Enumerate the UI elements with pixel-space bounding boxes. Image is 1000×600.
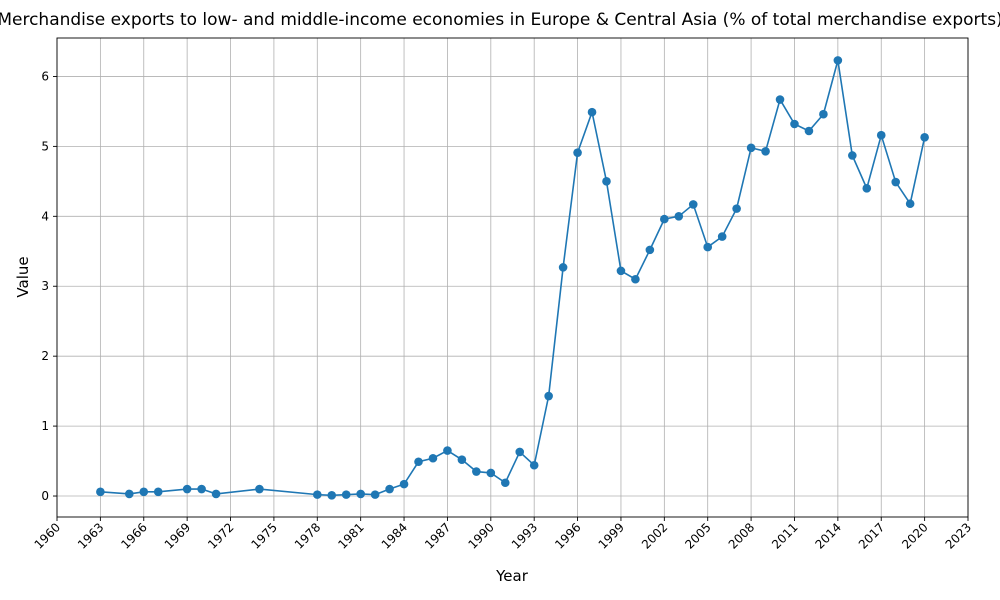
- y-axis-title: Value: [14, 256, 32, 297]
- x-tick-label: 1972: [205, 520, 236, 551]
- data-point: [876, 130, 886, 140]
- data-point: [385, 484, 394, 494]
- y-tick-label: 5: [41, 139, 49, 153]
- grid: [56, 38, 969, 517]
- x-axis-ticks: 1960 1963 1966 1969 1972 1975 1978 1981 1984 1987…: [32, 517, 974, 552]
- data-series: [96, 56, 929, 500]
- data-point: [558, 263, 568, 272]
- data-point: [428, 453, 438, 463]
- data-point: [804, 126, 814, 136]
- series-line: [100, 60, 926, 497]
- x-tick-label: 1966: [118, 520, 149, 551]
- data-point: [573, 148, 582, 157]
- data-point: [703, 242, 713, 252]
- chart-title: Merchandise exports to low- and middle-i…: [0, 10, 1000, 30]
- data-point: [472, 467, 481, 476]
- data-point: [457, 455, 467, 464]
- data-point: [529, 460, 539, 470]
- x-tick-label: 1996: [552, 520, 583, 551]
- data-point: [125, 489, 134, 499]
- x-tick-label: 1969: [162, 520, 193, 551]
- data-point: [631, 274, 640, 284]
- y-tick-label: 0: [41, 489, 49, 503]
- x-tick-label: 1987: [422, 520, 453, 551]
- x-axis-title: Year: [495, 567, 529, 585]
- x-tick-label: 1960: [32, 520, 63, 551]
- x-tick-label: 1993: [509, 520, 540, 551]
- data-point: [645, 245, 655, 255]
- data-point: [399, 479, 409, 489]
- x-tick-label: 1990: [465, 520, 496, 551]
- data-point: [602, 177, 611, 186]
- data-point: [819, 109, 828, 119]
- data-point: [905, 199, 915, 209]
- x-tick-label: 2023: [943, 520, 974, 551]
- y-tick-label: 2: [41, 349, 49, 363]
- data-point: [356, 489, 365, 499]
- data-point: [341, 490, 351, 499]
- x-tick-label: 1984: [379, 520, 410, 551]
- data-point: [312, 490, 322, 499]
- x-tick-label: 2017: [856, 520, 887, 551]
- data-point: [414, 457, 423, 467]
- y-tick-label: 3: [41, 279, 49, 293]
- data-point: [891, 177, 900, 187]
- x-tick-label: 2002: [639, 520, 670, 551]
- data-point: [862, 184, 872, 193]
- data-point: [96, 487, 105, 497]
- data-point: [327, 491, 337, 500]
- data-point: [848, 151, 857, 160]
- x-tick-label: 1975: [249, 520, 280, 551]
- data-point: [197, 484, 206, 494]
- data-point: [211, 489, 221, 499]
- y-tick-label: 6: [41, 69, 49, 83]
- data-point: [761, 146, 770, 156]
- plot-area-frame: [56, 37, 969, 518]
- x-tick-label: 1963: [75, 520, 106, 551]
- x-tick-label: 2020: [899, 520, 930, 551]
- x-tick-label: 1999: [596, 520, 627, 551]
- data-point: [182, 484, 192, 494]
- data-point: [717, 232, 727, 241]
- x-tick-label: 2014: [812, 520, 843, 551]
- data-point: [732, 204, 741, 213]
- data-point: [500, 478, 510, 488]
- data-point: [790, 119, 799, 129]
- x-tick-label: 2011: [769, 520, 800, 551]
- data-point: [775, 95, 785, 104]
- data-point: [370, 490, 380, 499]
- x-tick-label: 1978: [292, 520, 323, 551]
- x-tick-label: 1981: [335, 520, 366, 551]
- y-axis-ticks: 0 1 2 3 4 5 6: [41, 69, 57, 503]
- data-point: [139, 487, 149, 497]
- data-point: [443, 446, 452, 455]
- data-point: [674, 212, 684, 221]
- data-point: [660, 214, 669, 224]
- data-point: [746, 143, 756, 153]
- data-point: [255, 484, 264, 494]
- data-point: [920, 133, 929, 142]
- data-point: [544, 391, 553, 401]
- data-point: [616, 266, 626, 276]
- y-tick-label: 4: [41, 209, 49, 223]
- data-point: [515, 447, 525, 457]
- data-point: [486, 468, 496, 478]
- y-tick-label: 1: [41, 419, 49, 433]
- x-tick-label: 2008: [726, 520, 757, 551]
- data-point: [587, 107, 597, 117]
- data-point: [153, 487, 163, 497]
- data-point: [833, 56, 843, 65]
- data-point: [688, 200, 698, 209]
- x-tick-label: 2005: [682, 520, 713, 551]
